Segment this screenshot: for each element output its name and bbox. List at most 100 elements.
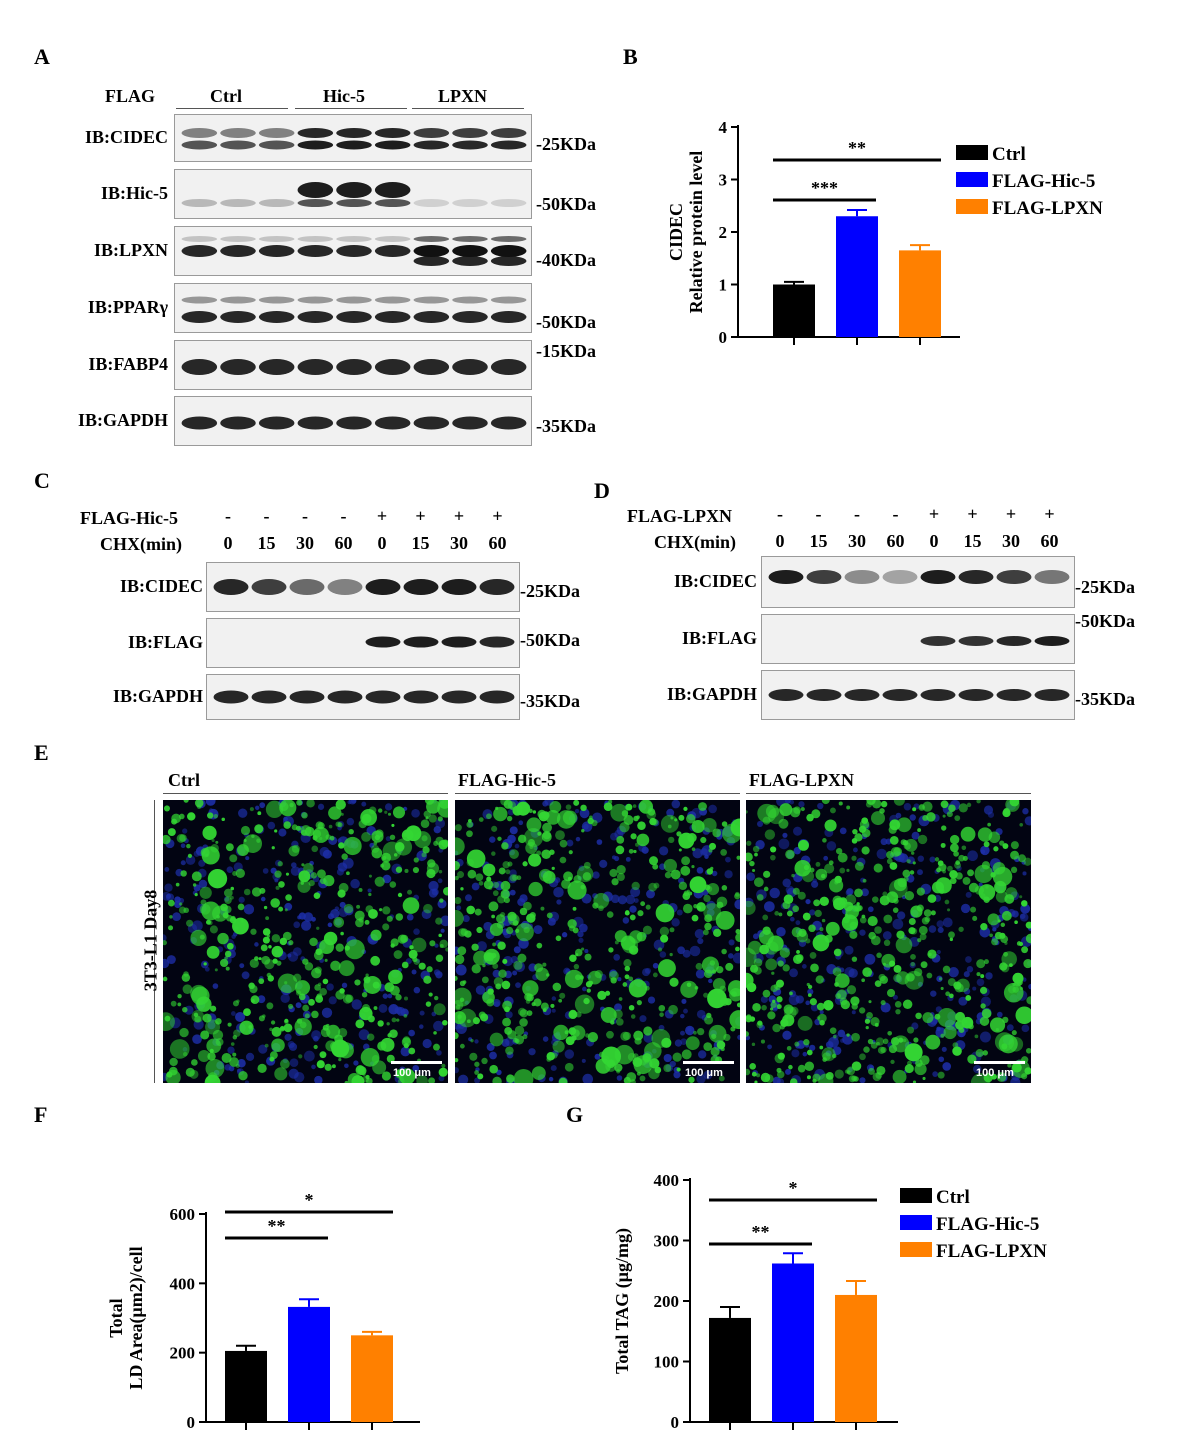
- lipid-droplet: [830, 807, 836, 814]
- lipid-droplet: [232, 1052, 237, 1057]
- lipid-droplet: [528, 853, 542, 867]
- blot-d-gapdh-band: [882, 689, 918, 701]
- lipid-droplet: [947, 908, 951, 912]
- lipid-droplet: [457, 871, 465, 879]
- lipid-droplet: [299, 1021, 307, 1029]
- lipid-droplet: [284, 908, 288, 912]
- blot-c-flag-band: [365, 636, 401, 648]
- nucleus: [785, 800, 791, 804]
- micrograph-ctrl: [163, 800, 448, 1083]
- lipid-droplet: [872, 896, 879, 903]
- legend-label: FLAG-LPXN: [992, 198, 1103, 219]
- lipid-droplet: [199, 886, 212, 899]
- lipid-droplet: [886, 891, 899, 903]
- blot-c-flag-marker: -50KDa: [520, 630, 580, 650]
- lipid-droplet: [686, 814, 696, 824]
- lipid-droplet: [361, 832, 372, 842]
- nucleus: [882, 931, 892, 940]
- lipid-droplet: [994, 1032, 1015, 1052]
- blot-a-ppar-band: [258, 311, 295, 323]
- lipid-droplet: [438, 800, 448, 809]
- y-tick-label: 600: [170, 1205, 196, 1224]
- lipid-droplet: [567, 876, 572, 881]
- nucleus: [987, 811, 995, 818]
- lipid-droplet: [792, 887, 800, 895]
- lipid-droplet: [917, 938, 922, 943]
- panel-c-time: 30: [450, 533, 468, 553]
- lipid-droplet: [629, 948, 634, 953]
- lipid-droplet: [434, 995, 439, 1001]
- nucleus: [1019, 913, 1029, 922]
- nucleus: [610, 894, 620, 904]
- lipid-droplet: [249, 984, 258, 994]
- lipid-droplet: [402, 897, 420, 914]
- blot-a-lpxn-band: [490, 256, 527, 266]
- lipid-droplet: [343, 836, 362, 856]
- blot-c-flag-band: [479, 636, 515, 648]
- nucleus: [860, 888, 869, 897]
- lipid-droplet: [942, 814, 946, 818]
- blot-a-fabp4-band: [490, 359, 527, 375]
- lipid-droplet: [507, 1030, 517, 1040]
- lipid-droplet: [262, 936, 270, 944]
- lipid-droplet: [265, 800, 284, 819]
- lipid-droplet: [976, 959, 986, 969]
- nucleus: [578, 865, 585, 872]
- lipid-droplet: [458, 928, 467, 937]
- lipid-droplet: [917, 834, 928, 845]
- lipid-droplet: [517, 1007, 527, 1016]
- legend-swatch: [956, 145, 988, 160]
- lipid-droplet: [1023, 857, 1031, 866]
- lipid-droplet: [689, 876, 707, 894]
- lipid-droplet: [782, 964, 790, 972]
- lipid-droplet: [797, 891, 806, 900]
- blot-a-lpxn-band: [181, 245, 218, 257]
- nucleus: [966, 966, 974, 973]
- nucleus: [805, 898, 811, 905]
- lipid-droplet: [893, 965, 902, 973]
- lipid-droplet: [980, 1003, 986, 1009]
- lipid-droplet: [904, 1043, 923, 1062]
- lipid-droplet: [1016, 941, 1022, 946]
- nucleus: [817, 802, 824, 810]
- lipid-droplet: [230, 895, 234, 900]
- lipid-droplet: [455, 1011, 467, 1025]
- blot-a-hic5-band: [452, 199, 488, 207]
- lipid-droplet: [756, 1073, 761, 1078]
- nucleus: [802, 964, 807, 969]
- lipid-droplet: [575, 1011, 582, 1018]
- lipid-droplet: [683, 890, 690, 897]
- blot-a-gapdh-label: IB:GAPDH: [78, 410, 168, 430]
- lipid-droplet: [517, 834, 527, 844]
- blot-a-hic5-band: [297, 182, 334, 198]
- lipid-droplet: [875, 1037, 885, 1046]
- lipid-droplet: [567, 919, 577, 929]
- lipid-droplet: [207, 868, 228, 889]
- lipid-droplet: [958, 926, 964, 932]
- lipid-droplet: [175, 882, 180, 887]
- lipid-droplet: [746, 1031, 750, 1037]
- lipid-droplet: [954, 815, 961, 822]
- blot-d-gapdh-band: [996, 689, 1032, 701]
- nucleus: [489, 836, 496, 843]
- lipid-droplet: [746, 840, 752, 846]
- scale-bar-label: 100 μm: [976, 1067, 1014, 1079]
- lipid-droplet: [496, 914, 506, 924]
- lipid-droplet: [495, 983, 502, 990]
- panel-d-time: 30: [848, 531, 866, 551]
- lipid-droplet: [890, 1059, 895, 1065]
- lipid-droplet: [266, 972, 272, 978]
- nucleus: [582, 1073, 594, 1083]
- nucleus: [643, 1033, 654, 1043]
- panel-a-group-line-ctrl: [176, 108, 288, 109]
- lipid-droplet: [368, 874, 372, 878]
- lipid-droplet: [501, 980, 511, 990]
- lipid-droplet: [170, 1000, 177, 1007]
- blot-a-cidec-band: [490, 140, 527, 150]
- lipid-droplet: [308, 998, 315, 1006]
- lipid-droplet: [437, 816, 443, 822]
- lipid-droplet: [788, 1064, 793, 1070]
- lipid-droplet: [922, 1076, 926, 1081]
- lipid-droplet: [624, 974, 630, 980]
- lipid-droplet: [421, 852, 427, 858]
